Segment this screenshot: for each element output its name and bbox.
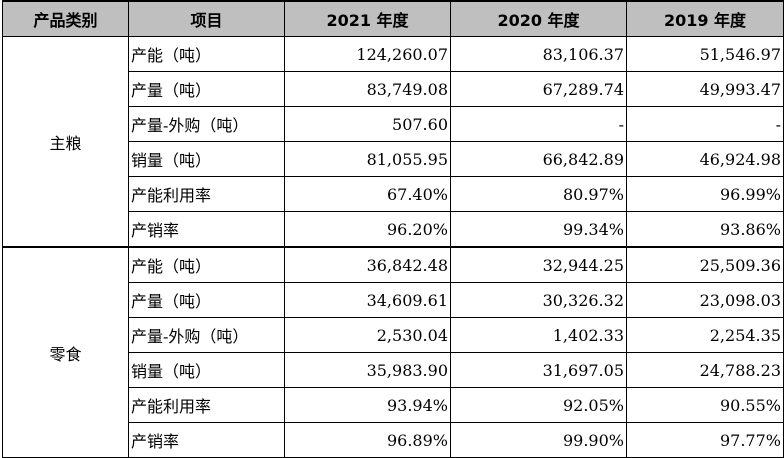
- table-row: 产量-外购（吨） 507.60 - -: [3, 106, 784, 142]
- value-2019: 2,254.35: [626, 317, 784, 353]
- item-cell: 销量（吨）: [128, 352, 285, 388]
- value-2019: 97.77%: [626, 422, 784, 458]
- value-2019: 46,924.98: [626, 141, 784, 177]
- item-cell: 产能（吨）: [128, 246, 285, 283]
- value-2021: 507.60: [284, 106, 451, 142]
- value-2020: 99.90%: [450, 422, 627, 458]
- header-item: 项目: [128, 0, 285, 37]
- value-2021: 96.89%: [284, 422, 451, 458]
- value-2020: 67,289.74: [450, 71, 627, 107]
- header-2019: 2019 年度: [626, 0, 784, 37]
- table-row: 零食 产能（吨） 36,842.48 32,944.25 25,509.36: [2, 246, 784, 458]
- item-cell: 产量-外购（吨）: [128, 106, 285, 142]
- value-2019: 49,993.47: [626, 71, 784, 107]
- value-2020: 83,106.37: [450, 36, 627, 72]
- value-2019: 23,098.03: [626, 282, 784, 318]
- header-2021: 2021 年度: [284, 0, 451, 37]
- table-header-row: 产品类别 项目 2021 年度 2020 年度 2019 年度: [2, 0, 784, 37]
- value-2021: 67.40%: [284, 176, 451, 212]
- value-2019: 93.86%: [626, 211, 784, 248]
- table-row: 产销率 96.89% 99.90% 97.77%: [3, 422, 784, 458]
- item-cell: 产销率: [128, 211, 285, 248]
- value-2019: 25,509.36: [626, 246, 784, 283]
- value-2019: 24,788.23: [626, 352, 784, 388]
- table-row: 主粮 产能（吨） 124,260.07 83,106.37 51,546.97: [2, 36, 784, 248]
- item-cell: 产量（吨）: [128, 71, 285, 107]
- value-2021: 2,530.04: [284, 317, 451, 353]
- table-row: 销量（吨） 35,983.90 31,697.05 24,788.23: [3, 352, 784, 388]
- value-2021: 34,609.61: [284, 282, 451, 318]
- value-2021: 93.94%: [284, 387, 451, 423]
- item-cell: 产量（吨）: [128, 282, 285, 318]
- value-2020: 31,697.05: [450, 352, 627, 388]
- value-2021: 124,260.07: [284, 36, 451, 72]
- value-2021: 81,055.95: [284, 141, 451, 177]
- value-2019: 90.55%: [626, 387, 784, 423]
- header-category: 产品类别: [2, 0, 129, 37]
- item-cell: 产能利用率: [128, 176, 285, 212]
- value-2020: 99.34%: [450, 211, 627, 248]
- category-cell: 主粮: [2, 36, 129, 248]
- value-2021: 35,983.90: [284, 352, 451, 388]
- table-row: 产量（吨） 34,609.61 30,326.32 23,098.03: [3, 282, 784, 318]
- value-2020: 92.05%: [450, 387, 627, 423]
- value-2019: -: [626, 106, 784, 142]
- value-2020: 1,402.33: [450, 317, 627, 353]
- item-cell: 产量-外购（吨）: [128, 317, 285, 353]
- item-cell: 产销率: [128, 422, 285, 458]
- item-cell: 销量（吨）: [128, 141, 285, 177]
- table-row: 销量（吨） 81,055.95 66,842.89 46,924.98: [3, 141, 784, 177]
- value-2021: 96.20%: [284, 211, 451, 248]
- value-2020: -: [450, 106, 627, 142]
- value-2019: 51,546.97: [626, 36, 784, 72]
- value-2020: 30,326.32: [450, 282, 627, 318]
- value-2020: 32,944.25: [450, 246, 627, 283]
- table-row: 产能利用率 67.40% 80.97% 96.99%: [3, 176, 784, 212]
- value-2019: 96.99%: [626, 176, 784, 212]
- table-row: 产能利用率 93.94% 92.05% 90.55%: [3, 387, 784, 423]
- value-2021: 83,749.08: [284, 71, 451, 107]
- value-2020: 66,842.89: [450, 141, 627, 177]
- table-row: 产量（吨） 83,749.08 67,289.74 49,993.47: [3, 71, 784, 107]
- value-2021: 36,842.48: [284, 246, 451, 283]
- table-row: 产销率 96.20% 99.34% 93.86%: [3, 211, 784, 248]
- header-2020: 2020 年度: [450, 0, 627, 37]
- item-cell: 产能（吨）: [128, 36, 285, 72]
- item-cell: 产能利用率: [128, 387, 285, 423]
- value-2020: 80.97%: [450, 176, 627, 212]
- category-cell: 零食: [2, 246, 129, 458]
